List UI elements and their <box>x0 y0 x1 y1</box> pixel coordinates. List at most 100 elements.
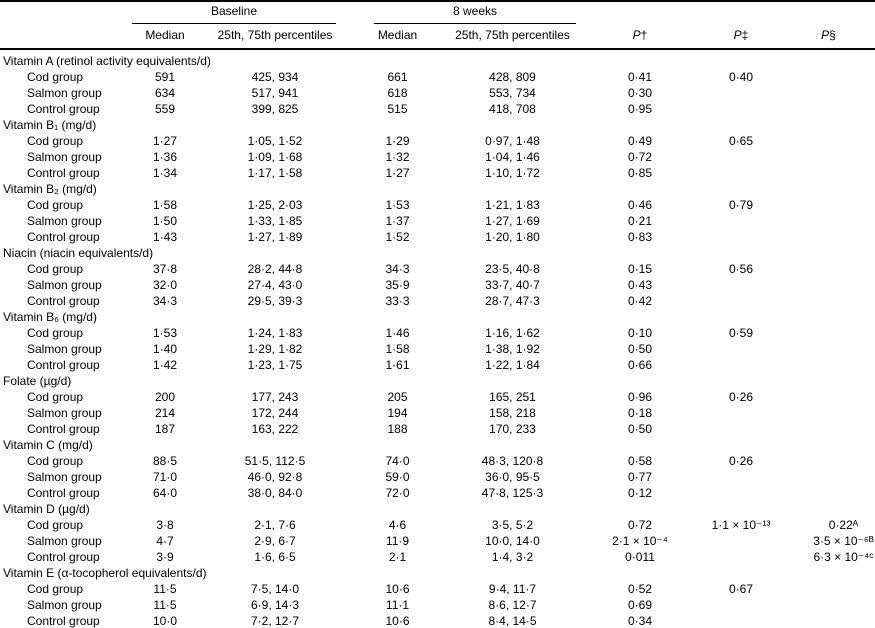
spanner-row: Baseline 8 weeks <box>0 1 875 24</box>
data-row: Salmon group 4·7 2·9, 6·7 11·9 10·0, 14·0 2·1… <box>0 533 875 549</box>
group-label: Cod group <box>27 198 84 212</box>
value-cell-wk8_median: 1·46 <box>385 326 410 340</box>
value-cell-wk8_median: 1·32 <box>385 150 410 164</box>
value-cell-p3 <box>782 69 875 85</box>
value-cell-wk8_pct: 0·97, 1·48 <box>485 134 540 148</box>
value-cell-p1: 0·41 <box>627 70 653 84</box>
value-cell-p3 <box>782 149 875 165</box>
data-row: Salmon group 71·0 46·0, 92·8 59·0 36·0, 95·5… <box>0 469 875 485</box>
group-label: Cod group <box>27 262 84 276</box>
double-dagger-mark: ‡ <box>741 27 749 42</box>
value-cell-wk8_median: 618 <box>387 86 408 100</box>
value-cell-wk8_pct: 47·8, 125·3 <box>481 486 544 500</box>
value-cell-wk8_pct: 158, 218 <box>489 406 536 420</box>
group-label: Control group <box>27 614 100 628</box>
baseline-spanner-rule: Baseline <box>132 3 336 24</box>
data-row: Control group 3·9 1·6, 6·5 2·1 1·4, 3·2 0·011… <box>0 549 875 565</box>
value-cell-baseline_pct: 425, 934 <box>251 70 299 84</box>
section-header-row: Vitamin A (retinol activity equivalents/… <box>0 49 875 69</box>
baseline-header-label: Baseline <box>210 4 258 18</box>
empty-header-cell <box>782 1 875 24</box>
group-label: Cod group <box>27 326 84 340</box>
group-label: Salmon group <box>27 598 102 612</box>
value-cell-wk8_pct: 1·21, 1·83 <box>485 198 540 212</box>
value-cell-baseline_pct: 7·2, 12·7 <box>250 614 300 628</box>
column-header-row: Median 25th, 75th percentiles Median 25t… <box>0 24 875 49</box>
value-cell-baseline_pct: 1·23, 1·75 <box>247 358 303 372</box>
value-cell-wk8_median: 35·9 <box>385 278 410 292</box>
value-cell-wk8_median: 661 <box>387 70 408 84</box>
value-cell-baseline_median: 1·43 <box>152 230 178 244</box>
value-cell-baseline_pct: 7·5, 14·0 <box>250 582 300 596</box>
value-cell-baseline_median: 1·27 <box>152 134 178 148</box>
value-cell-p1: 0·83 <box>627 230 653 244</box>
value-cell-p3: 3·5 × 10⁻⁶ᴮ <box>813 534 874 548</box>
value-cell-wk8_pct: 1·10, 1·72 <box>485 166 540 180</box>
empty-label-header <box>0 24 130 49</box>
value-cell-wk8_pct: 3·5, 5·2 <box>491 518 534 532</box>
value-cell-p2: 0·26 <box>728 454 754 468</box>
value-cell-wk8_median: 1·27 <box>385 166 410 180</box>
data-row: Control group 1·42 1·23, 1·75 1·61 1·22, 1·8… <box>0 357 875 373</box>
group-label: Salmon group <box>27 278 102 292</box>
value-cell-wk8_median: 1·61 <box>385 358 410 372</box>
value-cell-p1: 2·1 × 10⁻⁴ <box>612 534 668 548</box>
value-cell-wk8_pct: 1·4, 3·2 <box>491 550 534 564</box>
data-row: Control group 1·43 1·27, 1·89 1·52 1·20, 1·8… <box>0 229 875 245</box>
group-label: Control group <box>27 166 100 180</box>
data-row: Cod group 3·8 2·1, 7·6 4·6 3·5, 5·2 0·72 1·1 ×… <box>0 517 875 533</box>
value-cell-p1: 0·30 <box>627 86 653 100</box>
value-cell-p2: 0·67 <box>728 582 754 596</box>
section-title: Vitamin B₂ (mg/d) <box>3 182 97 196</box>
value-cell-p2: 1·1 × 10⁻¹³ <box>711 518 771 532</box>
value-cell-wk8_pct: 1·38, 1·92 <box>485 342 540 356</box>
value-cell-p3 <box>782 229 875 245</box>
value-cell-wk8_pct: 170, 233 <box>489 422 536 436</box>
section-header-row: Vitamin B₂ (mg/d) <box>0 181 875 197</box>
value-cell-baseline_median: 1·34 <box>152 166 178 180</box>
data-row: Control group 34·3 29·5, 39·3 33·3 28·7, 47·… <box>0 293 875 309</box>
section-header-row: Vitamin B₁ (mg/d) <box>0 117 875 133</box>
value-cell-wk8_median: 188 <box>387 422 408 436</box>
group-label: Control group <box>27 102 100 116</box>
group-label: Cod group <box>27 454 84 468</box>
value-cell-p3 <box>782 165 875 181</box>
value-cell-wk8_median: 33·3 <box>385 294 410 308</box>
value-cell-p1: 0·21 <box>627 214 653 228</box>
value-cell-baseline_median: 11·5 <box>153 598 177 612</box>
value-cell-baseline_median: 71·0 <box>152 470 178 484</box>
value-cell-baseline_pct: 1·29, 1·82 <box>247 342 303 356</box>
value-cell-baseline_pct: 1·09, 1·68 <box>247 150 303 164</box>
section-title: Vitamin A (retinol activity equivalents/… <box>3 54 211 68</box>
value-cell-p2: 0·26 <box>728 390 754 404</box>
section-title: Vitamin B₁ (mg/d) <box>3 118 97 132</box>
value-cell-baseline_median: 1·42 <box>152 358 178 372</box>
value-cell-p3 <box>782 389 875 405</box>
value-cell-p2 <box>700 165 782 181</box>
group-label: Control group <box>27 358 100 372</box>
value-cell-p1: 0·69 <box>627 598 653 612</box>
value-cell-p3 <box>782 453 875 469</box>
data-row: Cod group 88·5 51·5, 112·5 74·0 48·3, 120·8 0… <box>0 453 875 469</box>
value-cell-wk8_median: 10·6 <box>385 582 410 596</box>
value-cell-p2: 0·65 <box>728 134 754 148</box>
section-title: Vitamin D (µg/d) <box>3 502 90 516</box>
data-row: Cod group 1·53 1·24, 1·83 1·46 1·16, 1·62 0·1… <box>0 325 875 341</box>
value-cell-wk8_median: 194 <box>387 406 408 420</box>
weeks8-percentiles-header: 25th, 75th percentiles <box>455 27 570 42</box>
value-cell-baseline_pct: 1·05, 1·52 <box>247 134 303 148</box>
value-cell-baseline_median: 3·8 <box>156 518 174 532</box>
value-cell-p3: 6·3 × 10⁻⁴ᶜ <box>813 550 874 564</box>
value-cell-p3 <box>782 101 875 117</box>
group-label: Cod group <box>27 70 84 84</box>
value-cell-wk8_median: 2·1 <box>388 550 407 564</box>
value-cell-wk8_pct: 9·4, 11·7 <box>488 582 537 596</box>
value-cell-wk8_median: 1·58 <box>385 342 410 356</box>
empty-header-cell <box>580 1 700 24</box>
value-cell-baseline_pct: 28·2, 44·8 <box>247 262 303 276</box>
value-cell-baseline_median: 1·50 <box>152 214 178 228</box>
value-cell-baseline_median: 32·0 <box>152 278 178 292</box>
value-cell-baseline_median: 1·40 <box>152 342 178 356</box>
value-cell-wk8_median: 59·0 <box>385 470 410 484</box>
data-row: Cod group 11·5 7·5, 14·0 10·6 9·4, 11·7 0·52 0… <box>0 581 875 597</box>
